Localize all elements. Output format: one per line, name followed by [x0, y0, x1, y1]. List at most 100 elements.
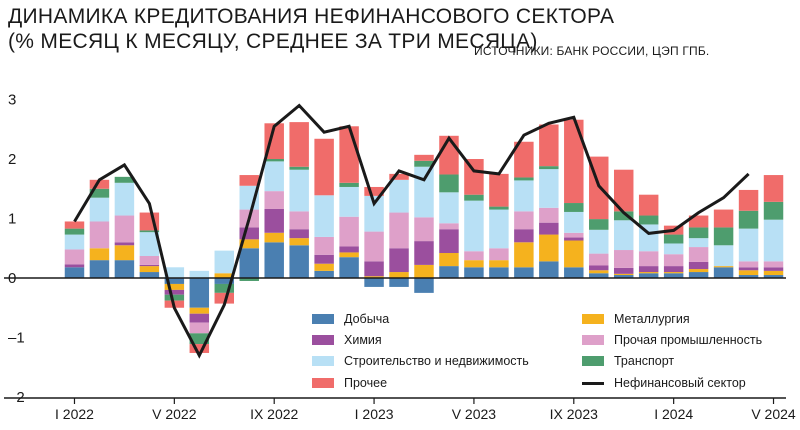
- legend-item-metallurgy: Металлургия: [582, 312, 690, 326]
- bar-segment: [139, 230, 160, 233]
- bar-segment: [264, 123, 284, 159]
- bar-segment: [589, 270, 609, 274]
- bar-segment: [638, 251, 659, 267]
- bar-segment: [414, 160, 434, 167]
- bar-segment: [389, 248, 409, 273]
- bar-segment: [339, 216, 359, 247]
- bar-segment: [638, 194, 659, 216]
- legend-item-chemistry: Химия: [312, 333, 382, 347]
- bar-segment: [738, 189, 759, 211]
- bar-segment: [389, 173, 409, 180]
- bar-segment: [763, 219, 784, 262]
- bar-segment: [214, 283, 235, 293]
- bar-segment: [189, 307, 210, 314]
- bar-segment: [239, 175, 259, 186]
- bar-segment: [763, 201, 784, 220]
- legend-item-other-industry: Прочая промышленность: [582, 333, 762, 347]
- bar-segment: [64, 249, 85, 265]
- bar-segment: [663, 266, 684, 273]
- bar-segment: [688, 215, 709, 228]
- bar-segment: [464, 194, 484, 201]
- bar-segment: [539, 207, 559, 223]
- bar-segment: [613, 211, 634, 221]
- x-tick-label: V 2022: [152, 406, 197, 422]
- bar-segment: [713, 209, 734, 228]
- bar-segment: [64, 228, 85, 235]
- bar-segment: [289, 245, 309, 279]
- legend-label: Прочая промышленность: [614, 333, 763, 347]
- bar-segment: [214, 273, 235, 278]
- bar-segment: [539, 166, 559, 170]
- bar-segment: [613, 275, 634, 278]
- bar-segment: [713, 227, 734, 246]
- y-tick-label: –1: [8, 330, 25, 347]
- bar-segment: [464, 200, 484, 252]
- legend-item-mining: Добыча: [312, 312, 389, 326]
- bar-segment: [264, 232, 284, 243]
- bar-segment: [564, 203, 584, 212]
- bar-segment: [289, 238, 309, 246]
- bar-segment: [763, 261, 784, 268]
- bar-segment: [114, 242, 135, 246]
- bar-segment: [564, 211, 584, 233]
- bar-segment: [189, 333, 210, 345]
- bar-segment: [239, 239, 259, 249]
- bar-segment: [114, 182, 135, 216]
- bar-segment: [364, 261, 384, 277]
- x-tick-label: I 2022: [55, 406, 94, 422]
- bar-segment: [264, 161, 284, 192]
- bar-segment: [663, 243, 684, 255]
- bar-segment: [114, 260, 135, 278]
- legend-swatch: [312, 378, 334, 388]
- bar-segment: [414, 217, 434, 242]
- bar-segment: [738, 228, 759, 262]
- bar-segment: [414, 278, 434, 293]
- bar-segment: [89, 221, 110, 249]
- bar-segment: [439, 253, 459, 267]
- bar-segment: [638, 215, 659, 225]
- bar-segment: [439, 266, 459, 278]
- bar-segment: [164, 267, 185, 278]
- bar-segment: [214, 278, 235, 284]
- bar-segment: [613, 250, 634, 268]
- x-tick-label: V 2023: [452, 406, 497, 422]
- bar-segment: [414, 154, 434, 161]
- bar-segment: [314, 263, 334, 271]
- bar-segment: [688, 238, 709, 248]
- bar-segment: [489, 209, 509, 249]
- x-tick-label: I 2023: [355, 406, 394, 422]
- bar-segment: [613, 273, 634, 276]
- legend-label: Транспорт: [614, 354, 675, 368]
- bar-segment: [239, 227, 259, 240]
- bar-segment: [364, 195, 384, 232]
- bar-segment: [763, 267, 784, 271]
- bar-segment: [663, 273, 684, 278]
- bar-segment: [464, 267, 484, 278]
- bar-segment: [339, 246, 359, 253]
- bar-segment: [64, 264, 85, 268]
- bar-segment: [314, 270, 334, 278]
- bar-segment: [763, 275, 784, 278]
- bar-segment: [264, 208, 284, 233]
- bar-segment: [489, 173, 509, 207]
- y-tick-label: 3: [8, 92, 16, 109]
- bar-segment: [214, 292, 235, 304]
- bar-segment: [514, 177, 534, 181]
- bar-segment: [763, 270, 784, 276]
- bar-segment: [738, 210, 759, 229]
- bar-segment: [239, 278, 259, 281]
- bar-segment: [514, 267, 534, 278]
- y-tick-label: 0: [8, 270, 16, 287]
- bar-segment: [89, 179, 110, 189]
- bar-segment: [289, 229, 309, 239]
- legend-label: Металлургия: [614, 312, 690, 326]
- legend-item-other: Прочее: [312, 376, 387, 390]
- bar-segment: [613, 220, 634, 251]
- legend-swatch: [312, 356, 334, 366]
- bar-segment: [164, 283, 185, 290]
- bar-segment: [539, 169, 559, 208]
- bar-segment: [314, 254, 334, 264]
- bar-segment: [64, 221, 85, 229]
- legend-line-swatch: [582, 381, 604, 385]
